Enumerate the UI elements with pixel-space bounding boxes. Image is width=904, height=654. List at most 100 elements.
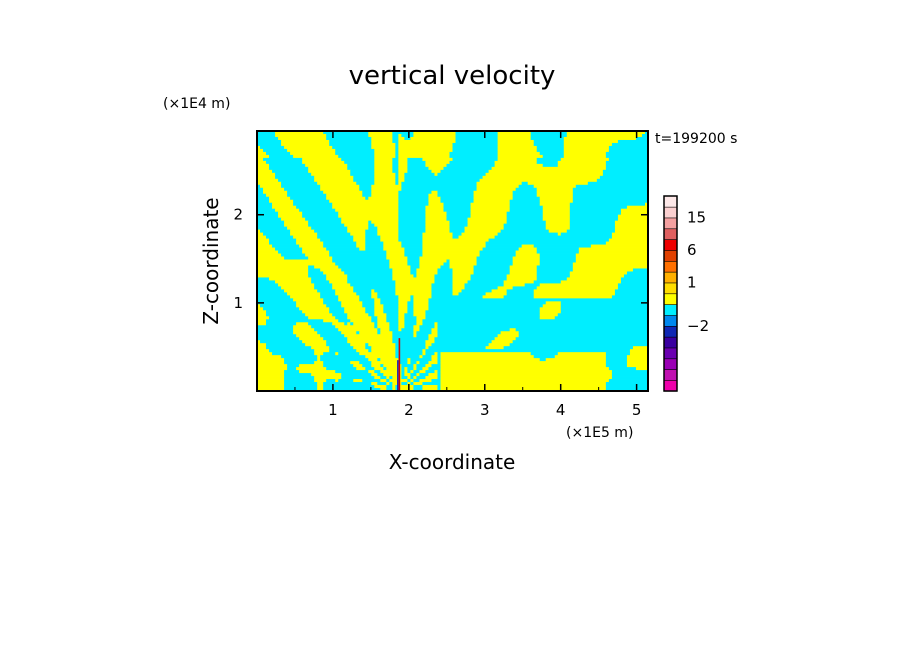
field-cell [398,136,405,141]
field-cell [419,265,441,269]
field-cell [398,325,405,329]
field-cell [398,133,402,138]
field-cell [299,370,336,374]
field-cell [506,274,538,278]
field-cell [365,229,378,234]
field-cell [374,160,393,165]
field-cell [428,361,438,365]
field-cell [419,259,447,263]
field-cell [257,142,282,147]
field-cell [479,178,598,183]
field-cell [422,352,426,356]
field-cell [422,232,453,236]
field-cell [425,211,447,216]
field-cell [374,169,393,174]
field-cell [446,259,450,263]
field-cell [257,343,267,347]
field-cell [494,163,544,168]
field-cell [383,247,405,251]
field-cell [572,193,648,198]
field-cell [317,235,354,239]
field-cell [389,376,393,380]
field-cell [374,289,396,293]
field-cell [281,217,306,222]
field-cell [539,253,577,257]
field-cell [422,388,438,391]
field-cell [545,301,562,305]
field-cell [266,235,294,239]
field-cell [557,352,607,356]
field-cell [533,184,577,189]
field-cell [266,343,306,347]
field-cell [407,304,414,308]
field-cell [506,217,544,222]
field-cell [515,253,541,257]
field-cell [428,298,648,302]
field-cell [392,331,414,335]
field-cell [281,184,321,189]
field-cell [401,382,408,386]
field-cell [392,277,435,281]
field-cell [437,271,453,275]
field-cell [617,217,648,222]
field-cell [410,358,432,362]
field-cell [329,307,345,311]
chart-title: vertical velocity [349,61,556,91]
field-cell [323,364,354,368]
field-cell [326,379,336,383]
field-cell [545,223,571,228]
field-cell [374,148,396,153]
field-cell [629,349,648,353]
field-cell [356,292,372,296]
field-cell [392,274,414,278]
field-cell [530,131,568,135]
field-cell [566,131,646,135]
field-cell [371,187,402,192]
field-cell [296,241,324,245]
field-cell [404,136,411,141]
field-cell [398,301,408,305]
field-cell [320,358,369,362]
field-cell [281,181,318,186]
field-cell [359,352,396,356]
field-cell [608,379,648,383]
field-cell [389,322,399,326]
field-cell [482,295,505,299]
field-cell [326,304,342,308]
field-cell [374,151,396,156]
field-cell [404,253,423,257]
field-cell [386,253,405,257]
field-cell [371,184,402,189]
field-cell [503,346,634,350]
field-cell [257,370,285,374]
field-cell [347,163,375,168]
field-cell [470,208,511,213]
field-cell [437,172,486,177]
field-cell [554,355,607,359]
field-cell [296,304,327,308]
field-cell [395,289,432,293]
field-cell [569,223,616,228]
field-cell [323,337,348,341]
field-cell [392,337,429,341]
field-cell [425,352,435,356]
field-cell [632,346,648,350]
field-cell [257,271,309,275]
field-cell [392,157,399,162]
field-cell [605,364,628,368]
field-cell [353,379,363,383]
field-cell [344,160,375,165]
field-cell [257,133,276,138]
field-cell [320,184,360,189]
field-cell [392,376,402,380]
field-cell [536,268,574,272]
field-cell [422,367,429,371]
field-cell [371,373,378,377]
field-cell [398,217,426,222]
field-cell [359,298,375,302]
field-cell [476,187,517,192]
field-cell [302,310,330,314]
field-cell [440,169,489,174]
field-cell [257,214,279,219]
field-cell [398,211,426,216]
